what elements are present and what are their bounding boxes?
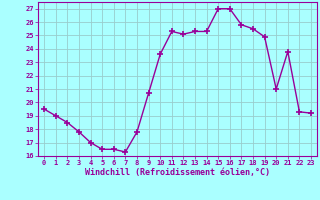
X-axis label: Windchill (Refroidissement éolien,°C): Windchill (Refroidissement éolien,°C) (85, 168, 270, 177)
